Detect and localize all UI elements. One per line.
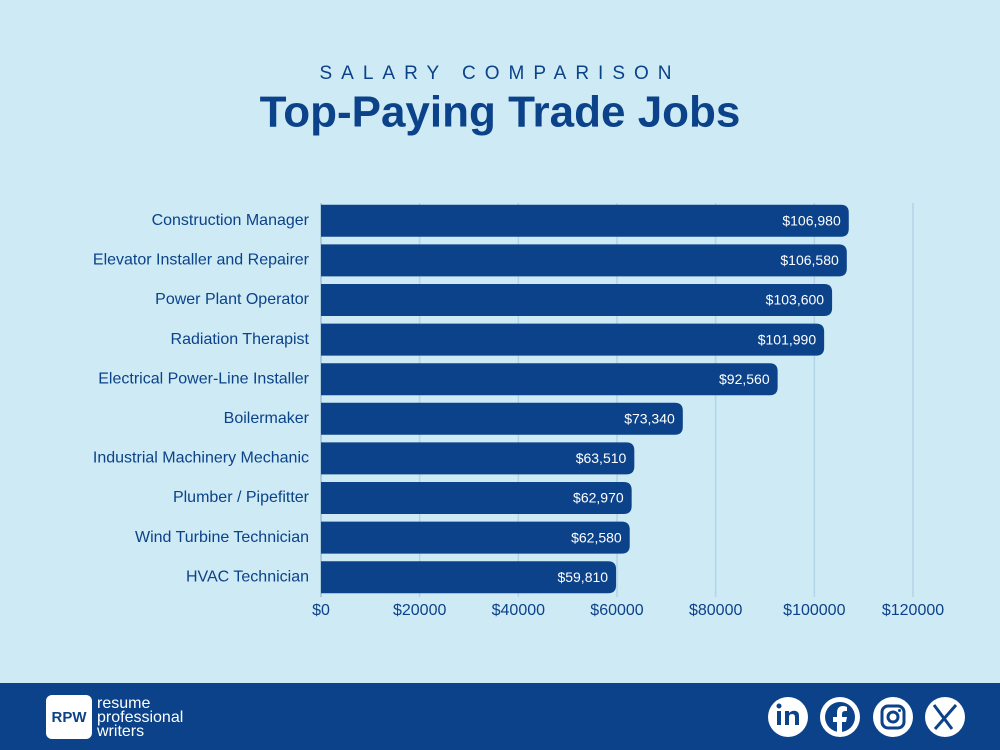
x-tick-label: $120000: [882, 602, 944, 619]
logo-box: [46, 695, 92, 739]
icon-shape: [777, 711, 781, 725]
y-tick-label: Industrial Machinery Mechanic: [93, 450, 309, 467]
chart-title: Top-Paying Trade Jobs: [260, 88, 741, 137]
x-tick-label: $20000: [393, 602, 446, 619]
x-tick-label: $0: [312, 602, 330, 619]
x-tick-label: $80000: [689, 602, 742, 619]
bar: [321, 363, 778, 396]
bar: [321, 323, 825, 356]
x-tick-label: $40000: [492, 602, 545, 619]
instagram-icon[interactable]: [873, 697, 913, 737]
value-label: $106,980: [782, 213, 841, 229]
x-icon[interactable]: [925, 697, 965, 737]
linkedin-icon[interactable]: [768, 697, 808, 737]
y-tick-label: Construction Manager: [152, 212, 310, 229]
value-label: $62,580: [571, 529, 622, 545]
bar: [321, 561, 617, 594]
value-label: $92,560: [719, 371, 770, 387]
x-tick-label: $100000: [783, 602, 845, 619]
facebook-icon[interactable]: [820, 697, 860, 737]
brand-line: professional: [97, 709, 183, 726]
bar: [321, 442, 635, 475]
logo-text: RPW: [52, 709, 88, 726]
icon-shape: [898, 709, 901, 712]
bar: [321, 482, 632, 514]
value-label: $103,600: [766, 292, 825, 308]
bar: [321, 204, 849, 237]
icon-shape: [785, 710, 799, 725]
value-label: $63,510: [576, 450, 627, 466]
bar: [321, 244, 847, 277]
x-tick-label: $60000: [590, 602, 643, 619]
value-label: $59,810: [557, 569, 608, 585]
y-tick-label: Plumber / Pipefitter: [173, 489, 310, 506]
y-tick-label: Radiation Therapist: [171, 331, 310, 348]
bar: [321, 402, 683, 435]
icon-shape: [886, 710, 900, 724]
chart-subtitle: SALARY COMPARISON: [319, 63, 680, 84]
plot: $0 $20000 $40000 $60000 $80000 $100000 $120000…: [93, 203, 944, 619]
icon-shape: [932, 704, 958, 730]
y-tick-label: Boilermaker: [224, 410, 310, 427]
y-tick-label: Wind Turbine Technician: [135, 529, 309, 546]
value-label: $73,340: [624, 411, 675, 427]
value-label: $101,990: [758, 331, 817, 347]
y-tick-label: Power Plant Operator: [155, 291, 310, 308]
icon-circle: [873, 697, 913, 737]
bar: [321, 521, 630, 554]
value-label: $106,580: [780, 252, 839, 268]
icon-shape: [833, 706, 847, 735]
value-label: $62,970: [573, 490, 624, 506]
icon-shape: [880, 704, 906, 730]
icon-shape: [776, 703, 782, 709]
y-tick-label: Elevator Installer and Repairer: [93, 252, 310, 269]
brand-line: writers: [96, 723, 144, 740]
y-tick-label: HVAC Technician: [186, 568, 309, 585]
y-tick-label: Electrical Power-Line Installer: [98, 370, 309, 387]
bar: [321, 284, 833, 316]
brand-line: resume: [97, 695, 150, 712]
